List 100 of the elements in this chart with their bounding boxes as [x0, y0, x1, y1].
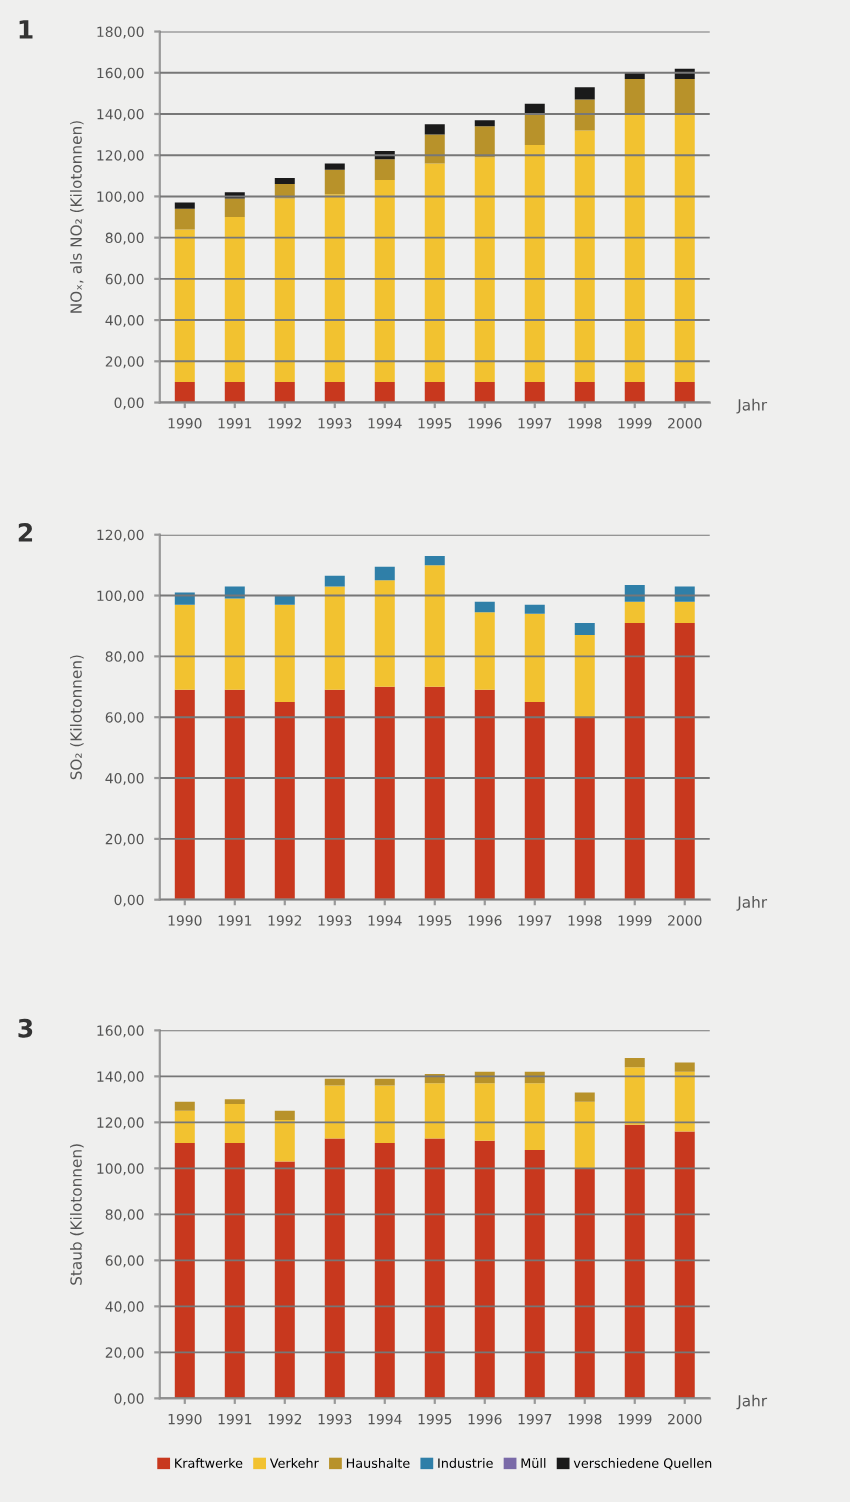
bar	[424, 1138, 445, 1399]
bar	[474, 120, 495, 127]
bar	[524, 604, 545, 614]
bar	[324, 1085, 345, 1139]
bar	[574, 1168, 595, 1399]
bar	[524, 381, 545, 403]
bar	[274, 702, 295, 900]
bar	[224, 598, 245, 690]
bar	[374, 159, 395, 180]
bar	[424, 686, 445, 900]
bar	[374, 1143, 395, 1399]
bar	[524, 1149, 545, 1399]
bar	[174, 381, 195, 403]
bar	[674, 622, 695, 900]
bar	[274, 177, 295, 185]
bar	[224, 217, 245, 382]
bar	[474, 157, 495, 382]
bar	[474, 126, 495, 158]
bar	[674, 1071, 695, 1132]
bar	[674, 601, 695, 623]
bar	[674, 381, 695, 403]
bar	[224, 689, 245, 900]
bar	[524, 1083, 545, 1150]
bar	[324, 1078, 345, 1086]
bar	[174, 208, 195, 230]
bar	[424, 134, 445, 164]
bar	[574, 87, 595, 100]
bar	[524, 144, 545, 382]
chart-title: 2	[18, 523, 33, 542]
bar	[624, 381, 645, 403]
bar	[374, 1078, 395, 1086]
bar	[474, 612, 495, 690]
bar	[474, 601, 495, 613]
bar	[224, 586, 245, 599]
bar	[424, 1083, 445, 1139]
bar	[624, 78, 645, 114]
bar	[274, 198, 295, 382]
bar	[174, 604, 195, 690]
bar	[574, 635, 595, 718]
bar	[374, 580, 395, 687]
bar	[374, 566, 395, 581]
bar	[424, 124, 445, 135]
bar	[524, 113, 545, 145]
bar	[274, 1110, 295, 1121]
bar	[624, 113, 645, 382]
bar	[374, 381, 395, 403]
bar	[224, 198, 245, 218]
bar	[324, 586, 345, 690]
bar	[624, 584, 645, 602]
bar	[424, 556, 445, 566]
bar	[174, 202, 195, 209]
bar	[474, 381, 495, 403]
bar	[574, 381, 595, 403]
bar	[174, 1143, 195, 1399]
bar	[174, 229, 195, 382]
bar	[674, 113, 695, 382]
bar	[324, 575, 345, 587]
bar	[674, 78, 695, 114]
bar	[274, 1120, 295, 1162]
bar	[324, 163, 345, 170]
bar	[674, 1062, 695, 1072]
bar	[224, 1103, 245, 1144]
bar	[324, 169, 345, 195]
bar	[274, 381, 295, 403]
bar	[574, 622, 595, 636]
bar	[174, 689, 195, 900]
bar	[574, 99, 595, 131]
bar	[324, 381, 345, 403]
bar	[424, 381, 445, 403]
bar	[474, 689, 495, 900]
bar	[674, 1131, 695, 1399]
bar	[624, 1124, 645, 1399]
bar	[374, 686, 395, 900]
chart-title: 1	[19, 20, 33, 39]
bar	[424, 163, 445, 382]
bar	[574, 717, 595, 900]
bar	[474, 1140, 495, 1399]
bar	[524, 702, 545, 900]
bar	[574, 1101, 595, 1169]
bar	[324, 1138, 345, 1399]
bar	[224, 1143, 245, 1399]
bar	[274, 1161, 295, 1399]
bar	[674, 586, 695, 602]
bar	[624, 1057, 645, 1068]
bar	[574, 130, 595, 382]
bar	[274, 604, 295, 702]
bar	[624, 601, 645, 623]
bar	[324, 194, 345, 382]
bar	[424, 565, 445, 687]
bar	[374, 179, 395, 382]
bar	[174, 1101, 195, 1111]
bar	[624, 1067, 645, 1125]
bar	[374, 1085, 395, 1144]
bar	[224, 381, 245, 403]
bar	[524, 613, 545, 702]
bar	[574, 1092, 595, 1102]
bar	[324, 689, 345, 900]
bar	[474, 1083, 495, 1141]
chart-title: 3	[18, 1018, 33, 1038]
bar	[174, 1110, 195, 1144]
